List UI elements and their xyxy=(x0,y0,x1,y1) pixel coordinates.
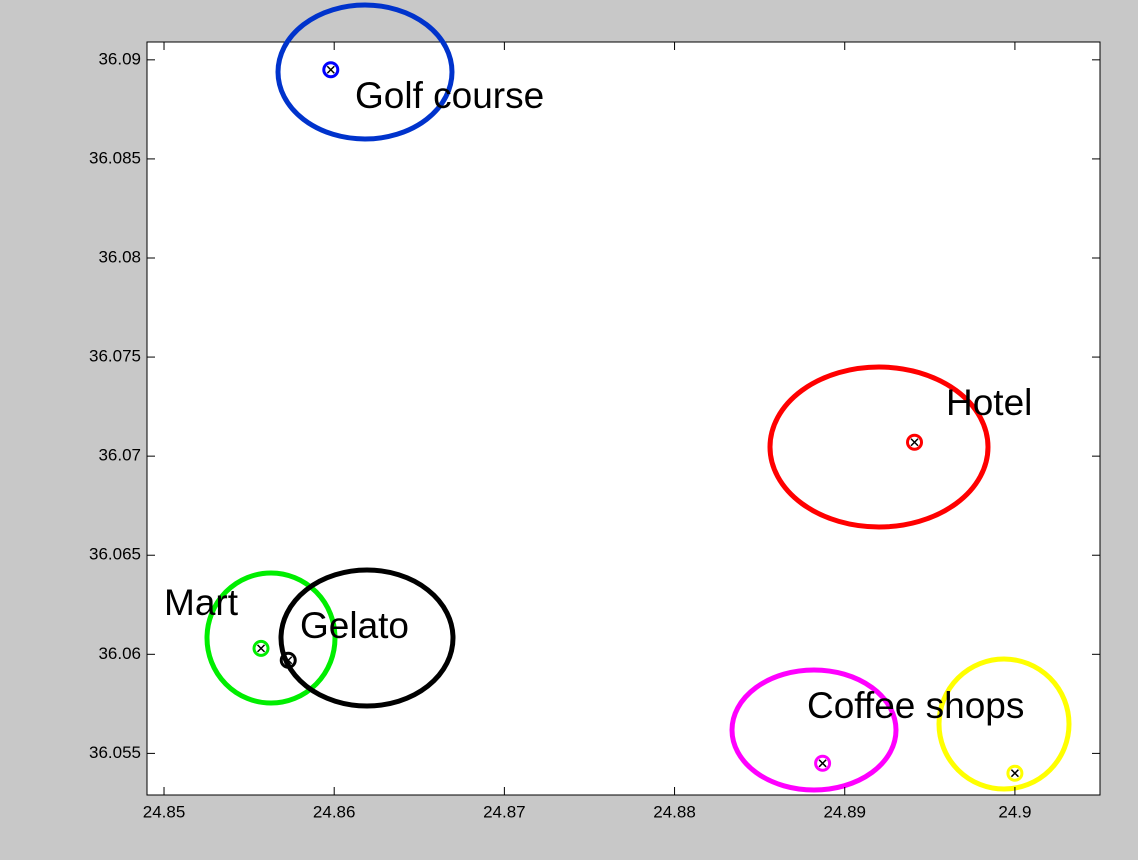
marker-cross xyxy=(818,759,827,768)
x-tick-label: 24.88 xyxy=(653,802,696,821)
x-tick-label: 24.86 xyxy=(313,802,356,821)
point xyxy=(814,754,832,772)
ellipse xyxy=(936,656,1072,792)
highlight-ellipses xyxy=(204,2,1072,793)
y-tick-label: 36.075 xyxy=(89,347,141,366)
marker-circle xyxy=(279,651,297,669)
point xyxy=(906,433,924,451)
point xyxy=(1006,764,1024,782)
y-tick-label: 36.09 xyxy=(98,49,141,68)
marker-cross xyxy=(256,644,266,653)
y-tick-label: 36.065 xyxy=(89,545,141,564)
marker-circle xyxy=(322,61,340,79)
marker-cross xyxy=(284,656,293,665)
y-tick-label: 36.055 xyxy=(89,743,141,762)
x-tick-label: 24.87 xyxy=(483,802,526,821)
annotation: Mart xyxy=(164,582,239,623)
ellipse xyxy=(767,364,991,530)
annotation: Coffee shops xyxy=(807,685,1024,726)
marker-circle xyxy=(1006,764,1024,782)
ellipse xyxy=(729,667,899,793)
x-tick-label: 24.85 xyxy=(143,802,186,821)
marker-circle xyxy=(252,639,270,657)
marker-cross xyxy=(1010,769,1019,778)
annotation: Hotel xyxy=(946,382,1032,423)
point xyxy=(322,61,340,79)
y-tick-label: 36.07 xyxy=(98,446,141,465)
marker-cross xyxy=(326,65,335,74)
marker-cross xyxy=(910,438,919,447)
annotation: Gelato xyxy=(300,605,409,646)
x-tick-label: 24.89 xyxy=(823,802,866,821)
plot-area xyxy=(146,41,1101,796)
ellipse xyxy=(204,570,338,706)
y-tick-label: 36.08 xyxy=(98,247,141,266)
y-tick-label: 36.06 xyxy=(98,644,141,663)
point xyxy=(279,651,297,669)
marker-circle xyxy=(906,433,924,451)
ellipse xyxy=(278,567,456,709)
point xyxy=(252,639,270,657)
ellipse xyxy=(275,2,455,142)
annotation: Golf course xyxy=(355,75,544,116)
marker-circle xyxy=(814,754,832,772)
y-tick-label: 36.085 xyxy=(89,148,141,167)
x-tick-label: 24.9 xyxy=(998,802,1031,821)
